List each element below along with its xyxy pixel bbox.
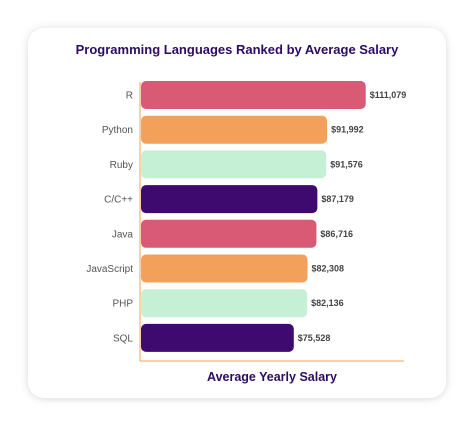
category-label: R (126, 91, 133, 102)
category-label: SQL (113, 333, 133, 344)
category-label: C/C++ (104, 195, 133, 206)
bar-sql (141, 323, 294, 352)
value-label: $82,308 (312, 264, 345, 274)
value-label: $91,576 (330, 159, 363, 169)
category-label: Ruby (110, 160, 133, 171)
category-label: JavaScript (86, 264, 133, 275)
x-axis-label: Average Yearly Salary (207, 370, 337, 384)
bar-r (141, 81, 366, 109)
value-label: $86,716 (320, 229, 353, 239)
chart-title: Programming Languages Ranked by Average … (75, 42, 399, 57)
value-label: $91,992 (331, 125, 364, 135)
category-label: PHP (112, 299, 133, 310)
bar-java (141, 219, 317, 248)
category-label: Java (112, 229, 134, 240)
value-label: $111,079 (370, 90, 407, 100)
bar-php (141, 289, 308, 318)
value-label: $87,179 (321, 194, 354, 204)
bar-python (141, 115, 328, 144)
bar-c-c- (141, 185, 318, 214)
bar-javascript (141, 254, 308, 283)
category-label: Python (102, 125, 133, 136)
bar-ruby (141, 150, 327, 179)
value-label: $82,136 (311, 298, 344, 308)
value-label: $75,528 (298, 333, 331, 343)
